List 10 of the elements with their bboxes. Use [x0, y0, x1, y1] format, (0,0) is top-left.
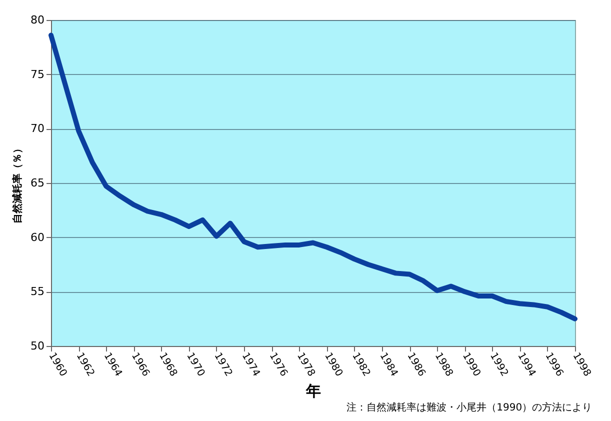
y-axis-title: 自然減耗率（％） [12, 144, 24, 224]
y-tick-label: 60 [30, 230, 44, 244]
y-tick-label: 80 [30, 14, 44, 26]
x-axis-title: 年 [305, 382, 321, 400]
y-tick-label: 70 [30, 122, 44, 136]
y-tick-label: 50 [30, 340, 44, 352]
y-tick-label: 65 [30, 176, 44, 190]
y-tick-label: 55 [30, 285, 44, 298]
y-tick-label: 75 [30, 68, 44, 81]
text: 注：自然減耗率は難波・小尾井（1990）の方法により [346, 402, 592, 414]
